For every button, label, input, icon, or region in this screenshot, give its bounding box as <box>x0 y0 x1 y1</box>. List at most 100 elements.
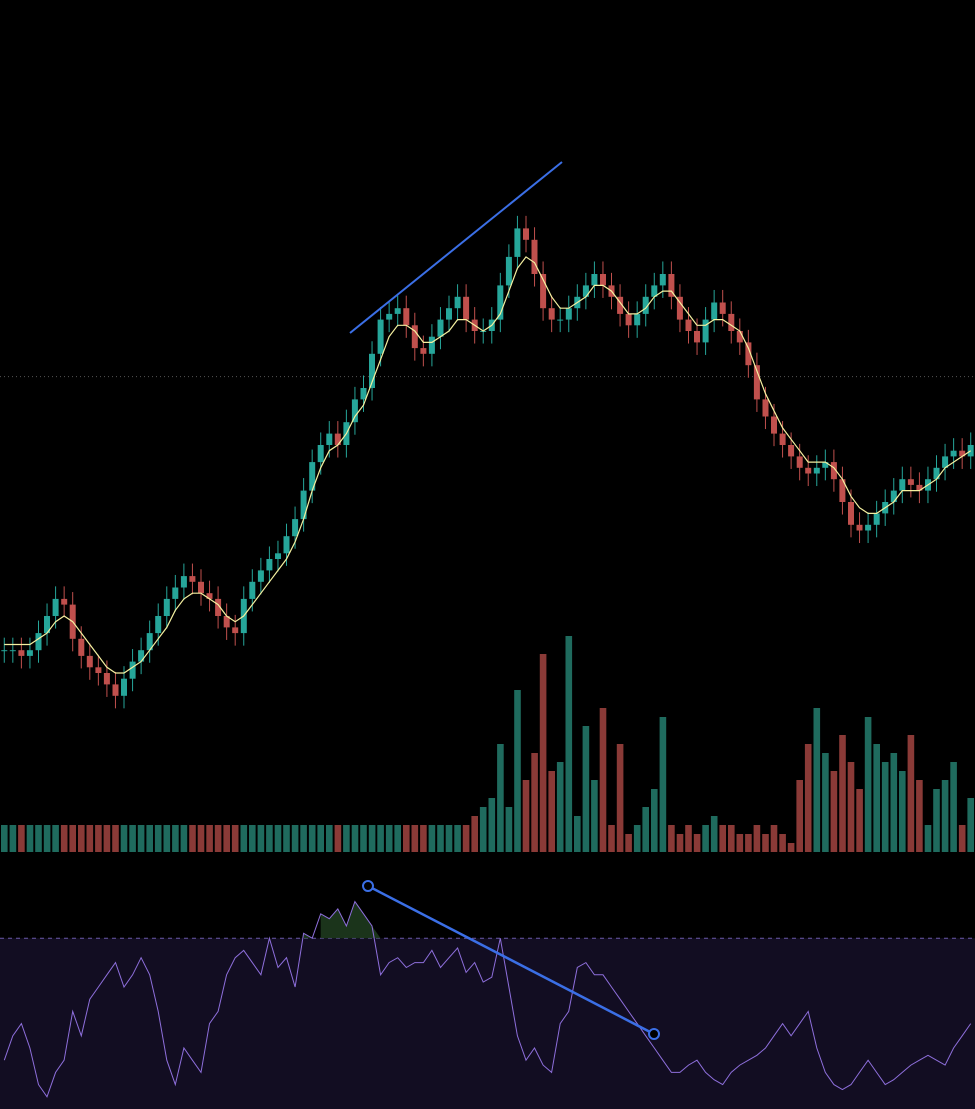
volume-bar <box>693 834 701 852</box>
volume-bar <box>813 708 821 852</box>
volume-bar <box>574 816 581 852</box>
volume-bar <box>206 825 213 852</box>
volume-bar <box>377 825 384 852</box>
volume-bar <box>368 825 376 852</box>
candle-body <box>215 598 222 616</box>
candle-body <box>565 308 572 320</box>
volume-bar <box>796 780 803 852</box>
volume-bar <box>326 825 333 852</box>
candle-body <box>805 467 812 474</box>
volume-bar <box>26 825 34 852</box>
candle-body <box>702 319 709 343</box>
volume-bar <box>710 816 718 852</box>
volume-bar <box>616 744 624 852</box>
candle-body <box>907 479 914 485</box>
volume-bar <box>189 825 196 852</box>
volume-bar <box>958 825 966 852</box>
candle-body <box>736 331 743 343</box>
rsi-overbought-fill <box>303 901 381 939</box>
candle-body <box>52 598 59 616</box>
trendline-handle-end <box>648 1028 660 1040</box>
volume-bar <box>146 825 153 852</box>
candle-body <box>651 285 658 297</box>
volume-bar <box>531 753 538 852</box>
volume-bar <box>685 825 692 852</box>
volume-bar <box>522 780 530 852</box>
volume-bar <box>899 771 906 852</box>
volume-bar <box>950 762 957 852</box>
volume-bar <box>787 843 795 852</box>
volume-bar <box>839 735 846 852</box>
volume-bar <box>591 780 598 852</box>
volume-bar <box>625 834 632 852</box>
volume-bar <box>274 825 282 852</box>
candle-body <box>762 399 769 417</box>
volume-bar <box>78 825 85 852</box>
candle-body <box>334 433 341 445</box>
candle-body <box>899 479 906 491</box>
volume-bar <box>112 825 119 852</box>
volume-bar <box>308 825 316 852</box>
candle-body <box>796 456 803 468</box>
candle-body <box>18 650 25 656</box>
candle-body <box>694 331 700 343</box>
candle-body <box>61 598 68 605</box>
rsi-background-band <box>0 938 975 1109</box>
candle-body <box>129 661 136 679</box>
candle-body <box>617 296 624 314</box>
candle-body <box>163 598 170 616</box>
candle-body <box>86 655 93 668</box>
volume-bar <box>847 762 855 852</box>
volume-bar <box>249 825 256 852</box>
candle-body <box>890 490 897 502</box>
volume-bar <box>283 825 290 852</box>
volume-bar <box>163 825 171 852</box>
candle-body <box>634 313 641 326</box>
candle-body <box>625 313 632 326</box>
candle-body <box>711 302 718 320</box>
volume-bar <box>137 825 145 852</box>
volume-bar <box>454 825 461 852</box>
candle-body <box>916 484 923 491</box>
volume-bar <box>668 825 675 852</box>
candle-body <box>514 228 521 257</box>
volume-bar <box>154 825 162 852</box>
candle-body <box>266 559 273 571</box>
candle-body <box>351 399 358 423</box>
volume-bar <box>753 825 761 852</box>
candle-body <box>411 325 418 349</box>
candle-body <box>206 593 213 599</box>
volume-bar <box>745 834 752 852</box>
volume-bar <box>18 825 25 852</box>
candle-body <box>386 313 393 320</box>
volume-bar <box>890 753 898 852</box>
volume-bar <box>736 834 744 852</box>
volume-bar <box>873 744 880 852</box>
volume-bar <box>300 825 307 852</box>
candle-body <box>779 433 786 445</box>
volume-bar <box>907 735 915 852</box>
volume-bar <box>608 825 615 852</box>
volume-bar <box>445 825 453 852</box>
price-trendline <box>349 161 563 334</box>
volume-bar <box>266 825 273 852</box>
candle-body <box>719 302 726 314</box>
volume-bar <box>35 825 42 852</box>
candle-body <box>557 319 564 321</box>
candle-body <box>44 616 50 634</box>
candle-body <box>103 673 110 685</box>
candle-body <box>283 536 290 554</box>
candle-body <box>668 274 675 297</box>
candle-body <box>942 456 949 468</box>
candle-body <box>146 633 153 651</box>
candle-body <box>377 319 384 354</box>
volume-bar <box>941 780 949 852</box>
candle-body <box>403 308 410 326</box>
candle-body <box>78 638 85 656</box>
candle-body <box>497 285 504 320</box>
volume-bar <box>1 825 8 852</box>
volume-bar <box>428 825 436 852</box>
candle-body <box>155 616 162 634</box>
